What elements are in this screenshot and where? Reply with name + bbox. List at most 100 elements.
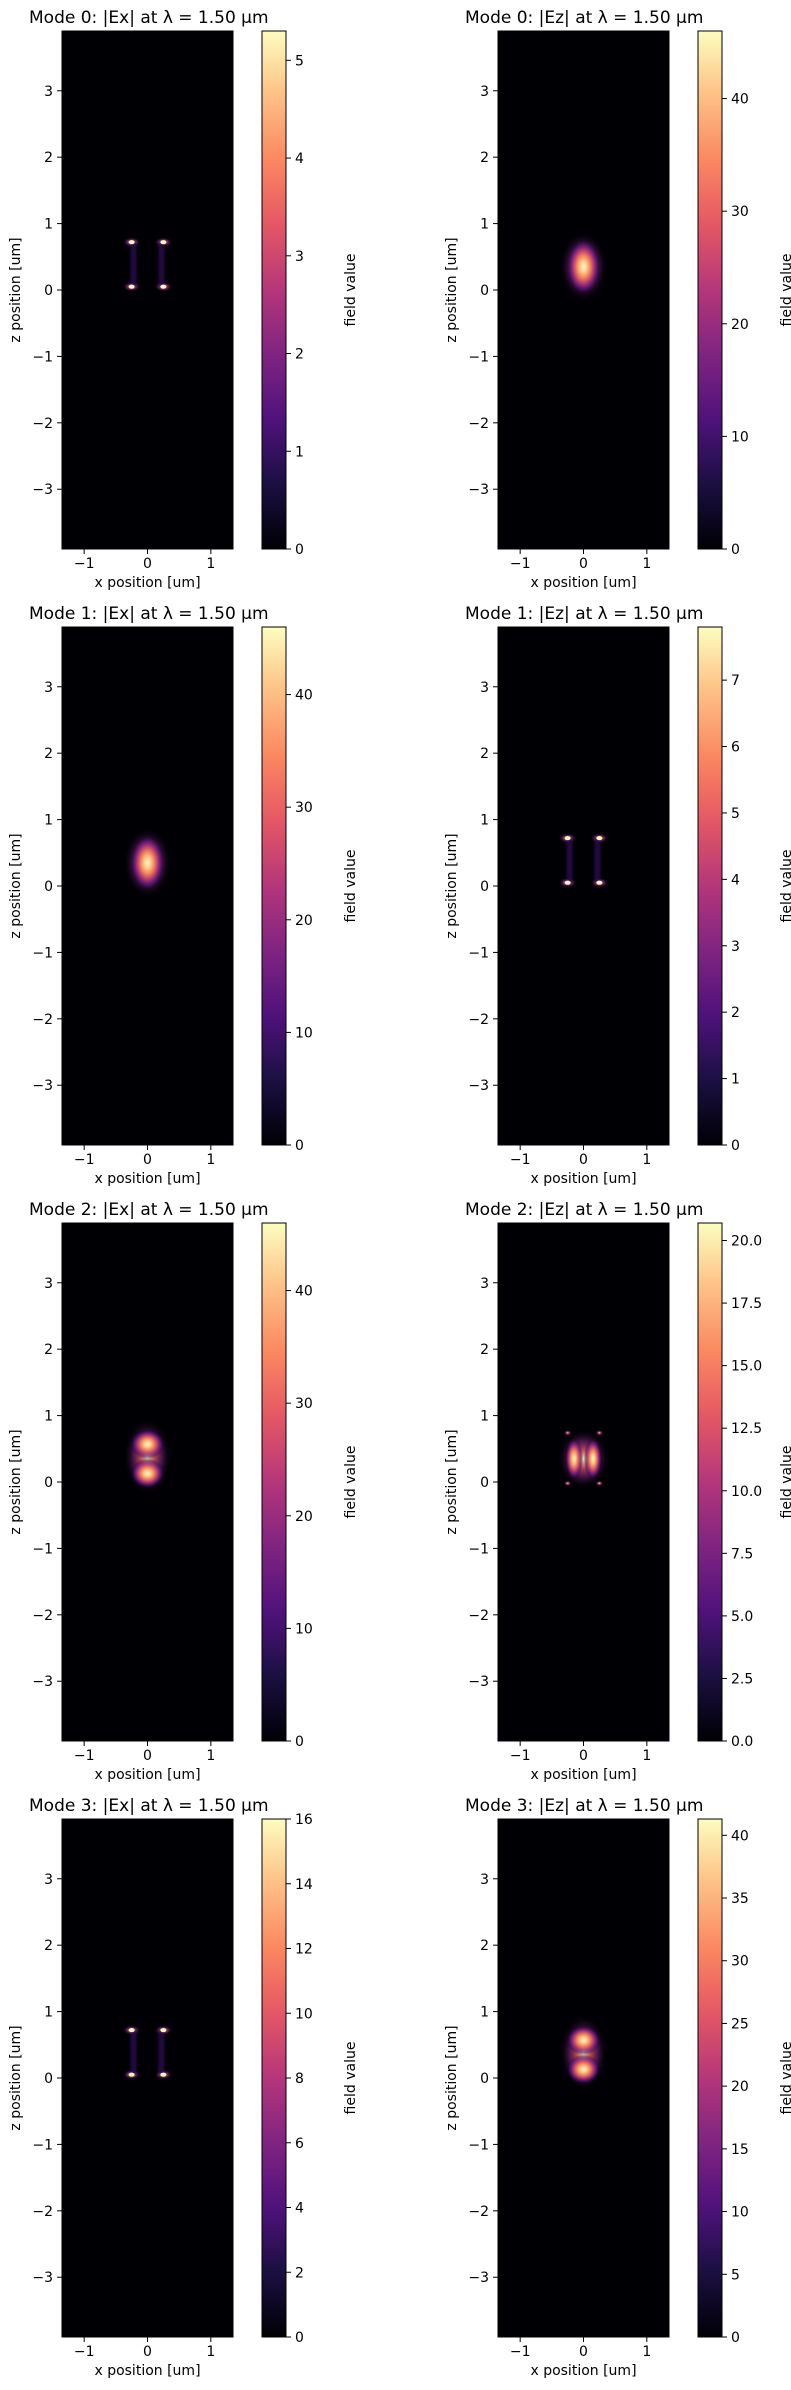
field-pattern <box>122 2025 173 2080</box>
chart-panel: Mode 1: |Ez| at λ = 1.50 µm −1 0 1 x positio… <box>444 604 791 1187</box>
field-lobe-upper <box>130 1429 165 1460</box>
y-tick-label: 3 <box>44 1872 53 1888</box>
y-tick-label: 0 <box>480 879 489 895</box>
x-tick-label: 0 <box>143 1748 152 1764</box>
colorbar-label: field value <box>779 1446 791 1519</box>
chart-title: Mode 2: |Ez| at λ = 1.50 µm <box>465 1200 703 1220</box>
colorbar-label: field value <box>343 1446 359 1519</box>
chart-title: Mode 3: |Ez| at λ = 1.50 µm <box>465 1796 703 1816</box>
x-tick-label: 1 <box>642 2344 651 2360</box>
colorbar-label: field value <box>343 850 359 923</box>
colorbar-gradient <box>262 31 286 549</box>
colorbar-label: field value <box>779 850 791 923</box>
field-corner-peak <box>596 880 603 885</box>
field-corner-peak <box>160 2028 167 2033</box>
field-pattern <box>557 1428 610 1489</box>
chart-title: Mode 0: |Ez| at λ = 1.50 µm <box>465 8 703 28</box>
colorbar-tick-label: 1 <box>295 444 304 460</box>
y-tick-label: 2 <box>480 1938 489 1954</box>
chart-panel: Mode 3: |Ez| at λ = 1.50 µm −1 0 1 x positio… <box>444 1796 791 2379</box>
x-tick-label: −1 <box>74 1152 95 1168</box>
y-tick-label: −1 <box>468 945 489 961</box>
colorbar-tick-label: 2 <box>731 1005 740 1021</box>
colorbar-tick-label: 8 <box>295 2071 304 2087</box>
y-axis-label: z position [um] <box>444 237 460 342</box>
y-tick-label: −2 <box>32 2204 53 2220</box>
field-pattern <box>122 237 173 292</box>
chart-panel: Mode 3: |Ex| at λ = 1.50 µm −1 0 1 x positio… <box>8 1796 359 2379</box>
y-tick-label: 0 <box>44 1475 53 1491</box>
x-tick-label: 1 <box>642 1152 651 1168</box>
chart-panel: Mode 0: |Ex| at λ = 1.50 µm −1 0 1 x positio… <box>8 8 359 591</box>
chart-title: Mode 0: |Ex| at λ = 1.50 µm <box>29 8 269 28</box>
field-edge-left <box>130 242 137 287</box>
y-tick-label: −1 <box>468 1541 489 1557</box>
colorbar-tick-label: 40 <box>731 1828 749 1844</box>
y-tick-label: −2 <box>468 1608 489 1624</box>
x-tick-label: −1 <box>510 1152 531 1168</box>
colorbar-tick-label: 30 <box>295 800 313 816</box>
colorbar-tick-label: 0.0 <box>731 1734 753 1750</box>
field-edge-right <box>594 838 601 883</box>
y-axis-label: z position [um] <box>8 2025 24 2130</box>
chart-title: Mode 3: |Ex| at λ = 1.50 µm <box>29 1796 269 1816</box>
chart-title: Mode 1: |Ex| at λ = 1.50 µm <box>29 604 269 624</box>
colorbar-gradient <box>698 31 722 549</box>
colorbar-tick-label: 0 <box>731 2330 740 2346</box>
y-tick-label: 1 <box>480 217 489 233</box>
field-corner-peak <box>564 836 571 841</box>
colorbar-tick-label: 3 <box>295 249 304 265</box>
colorbar-tick-label: 4 <box>295 2201 304 2217</box>
field-blob <box>130 834 165 891</box>
colorbar-tick-label: 0 <box>731 1138 740 1154</box>
y-tick-label: −1 <box>32 1541 53 1557</box>
field-corner-glow <box>563 1429 572 1436</box>
colorbar-tick-label: 20 <box>295 1509 313 1525</box>
field-pattern <box>558 833 609 888</box>
y-tick-label: −1 <box>468 2137 489 2153</box>
x-tick-label: 1 <box>206 2344 215 2360</box>
field-edge-right <box>158 242 165 287</box>
y-tick-label: −2 <box>468 416 489 432</box>
x-axis-label: x position [um] <box>94 1767 200 1783</box>
chart-title: Mode 2: |Ex| at λ = 1.50 µm <box>29 1200 269 1220</box>
colorbar-tick-label: 30 <box>295 1396 313 1412</box>
colorbar-tick-label: 5 <box>731 806 740 822</box>
x-tick-label: −1 <box>510 1748 531 1764</box>
x-tick-label: 1 <box>206 1748 215 1764</box>
x-tick-label: 0 <box>579 556 588 572</box>
y-tick-label: 2 <box>44 746 53 762</box>
field-lobe-upper <box>566 2025 601 2056</box>
colorbar-tick-label: 7.5 <box>731 1546 753 1562</box>
x-tick-label: 0 <box>579 1748 588 1764</box>
y-axis-label: z position [um] <box>8 237 24 342</box>
colorbar-tick-label: 35 <box>731 1891 749 1907</box>
field-pattern <box>559 2014 608 2091</box>
colorbar-tick-label: 2 <box>295 347 304 363</box>
y-tick-label: 2 <box>480 150 489 166</box>
x-tick-label: 0 <box>143 2344 152 2360</box>
colorbar-tick-label: 10.0 <box>731 1484 762 1500</box>
colorbar-gradient <box>698 627 722 1145</box>
colorbar-tick-label: 2 <box>295 2265 304 2281</box>
colorbar-tick-label: 40 <box>295 1284 313 1300</box>
colorbar-tick-label: 20 <box>731 2079 749 2095</box>
colorbar-tick-label: 7 <box>731 673 740 689</box>
y-tick-label: 3 <box>480 680 489 696</box>
y-tick-label: 1 <box>480 1409 489 1425</box>
y-tick-label: −1 <box>32 349 53 365</box>
y-tick-label: −1 <box>32 945 53 961</box>
colorbar-tick-label: 20.0 <box>731 1234 762 1250</box>
colorbar-tick-label: 17.5 <box>731 1296 762 1312</box>
colorbar-tick-label: 12.5 <box>731 1421 762 1437</box>
colorbar-tick-label: 5.0 <box>731 1609 753 1625</box>
x-tick-label: 1 <box>642 556 651 572</box>
chart-panel: Mode 2: |Ez| at λ = 1.50 µm −1 0 1 x positio… <box>444 1200 791 1783</box>
colorbar-tick-label: 4 <box>731 872 740 888</box>
field-lobe-right <box>584 1437 602 1480</box>
y-tick-label: −3 <box>32 2270 53 2286</box>
colorbar-tick-label: 10 <box>731 2205 749 2221</box>
colorbar-tick-label: 20 <box>731 317 749 333</box>
y-tick-label: 2 <box>480 746 489 762</box>
